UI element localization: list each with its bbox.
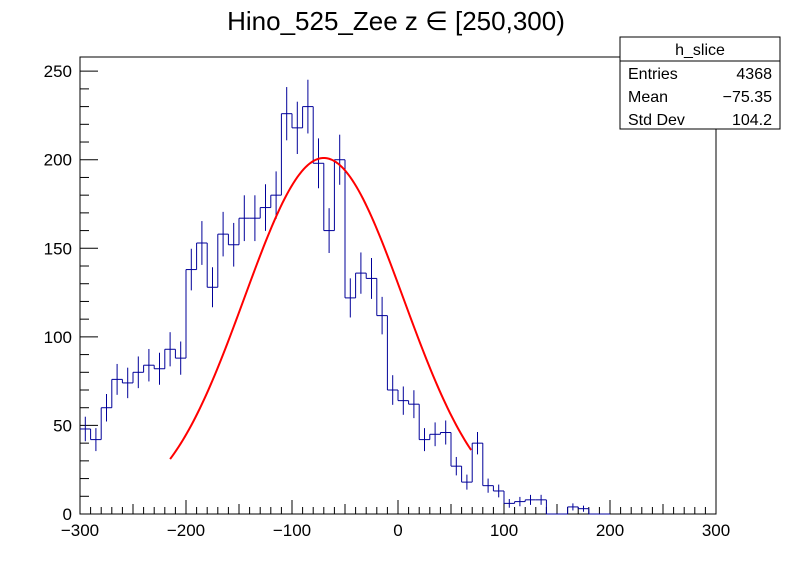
histogram-bin bbox=[419, 428, 431, 452]
histogram-bin bbox=[387, 375, 399, 405]
histogram-bin bbox=[217, 211, 229, 257]
histogram-bin bbox=[313, 138, 325, 231]
histogram-bin bbox=[578, 505, 590, 514]
histogram-bin bbox=[133, 356, 145, 389]
x-tick-label: 0 bbox=[393, 521, 402, 540]
histogram-bin bbox=[514, 496, 526, 507]
histogram-bin bbox=[302, 79, 314, 164]
histogram-bin bbox=[334, 134, 346, 298]
histogram-bin bbox=[461, 443, 473, 490]
x-tick-label: −100 bbox=[273, 521, 311, 540]
histogram-bin bbox=[355, 252, 367, 294]
stats-box: h_slice Entries 4368 Mean −75.35 Std Dev… bbox=[619, 36, 781, 130]
histogram-bin bbox=[260, 184, 272, 231]
histogram-bin bbox=[472, 431, 484, 486]
x-tick-label: 100 bbox=[490, 521, 518, 540]
y-tick-label: 0 bbox=[63, 505, 72, 524]
gaussian-fit-line bbox=[169, 157, 472, 460]
chart-title: Hino_525_Zee z ∈ [250,300) bbox=[227, 6, 565, 36]
histogram-bin bbox=[239, 195, 250, 242]
x-tick-label: 200 bbox=[596, 521, 624, 540]
histogram-bin bbox=[504, 499, 516, 508]
y-tick-label: 150 bbox=[44, 239, 72, 258]
histogram-bin bbox=[154, 349, 166, 385]
histogram-bin bbox=[143, 348, 155, 382]
axes: −300 −200 −100 0 100 200 300 0 50 100 150 200 250 bbox=[44, 62, 731, 540]
stats-box-name: h_slice bbox=[675, 42, 725, 59]
stats-entries-label: Entries bbox=[628, 66, 678, 83]
stats-mean-label: Mean bbox=[628, 89, 668, 106]
x-tick-label: −300 bbox=[61, 521, 99, 540]
histogram-bin bbox=[111, 363, 123, 395]
histogram-bin bbox=[440, 420, 452, 467]
histogram-bin bbox=[249, 195, 261, 242]
histogram-bin bbox=[345, 273, 357, 318]
histogram-bin bbox=[164, 332, 176, 367]
histogram-bin bbox=[567, 503, 579, 511]
histogram-bin bbox=[429, 422, 441, 447]
histogram-bin bbox=[270, 113, 282, 219]
y-tick-label: 100 bbox=[44, 328, 72, 347]
histogram-bin bbox=[228, 218, 240, 267]
histogram-bin bbox=[101, 379, 113, 422]
histogram-bin bbox=[482, 478, 494, 493]
histogram-bin bbox=[376, 296, 388, 391]
stats-mean-value: −75.35 bbox=[723, 89, 772, 106]
histogram-bin bbox=[557, 506, 569, 515]
y-tick-label: 250 bbox=[44, 62, 72, 81]
histogram-bin bbox=[408, 390, 420, 440]
stats-stddev-value: 104.2 bbox=[732, 112, 772, 129]
x-tick-label: 300 bbox=[702, 521, 730, 540]
stats-stddev-label: Std Dev bbox=[628, 112, 685, 129]
histogram-bin bbox=[196, 221, 208, 288]
fit-curve bbox=[169, 157, 472, 460]
y-tick-label: 200 bbox=[44, 151, 72, 170]
histogram-bin bbox=[207, 234, 219, 308]
histogram-series bbox=[80, 79, 610, 515]
histogram-bin bbox=[535, 494, 547, 514]
stats-entries-value: 4368 bbox=[736, 66, 772, 83]
histogram-bin bbox=[323, 159, 335, 253]
histogram-bin bbox=[398, 386, 410, 415]
histogram-bin bbox=[122, 367, 134, 399]
histogram-bin bbox=[175, 269, 187, 375]
y-tick-label: 50 bbox=[53, 416, 72, 435]
histogram-bin bbox=[80, 416, 92, 442]
histogram-bin bbox=[493, 484, 505, 504]
histogram-bin bbox=[186, 242, 198, 291]
x-tick-label: −200 bbox=[167, 521, 205, 540]
histogram-bin bbox=[451, 456, 463, 483]
histogram-bin bbox=[366, 257, 378, 316]
histogram-bin bbox=[90, 407, 102, 452]
histogram-bin bbox=[281, 87, 293, 141]
histogram-bin bbox=[525, 494, 536, 505]
histogram-bin bbox=[292, 101, 304, 155]
stats-box-frame bbox=[619, 36, 781, 130]
